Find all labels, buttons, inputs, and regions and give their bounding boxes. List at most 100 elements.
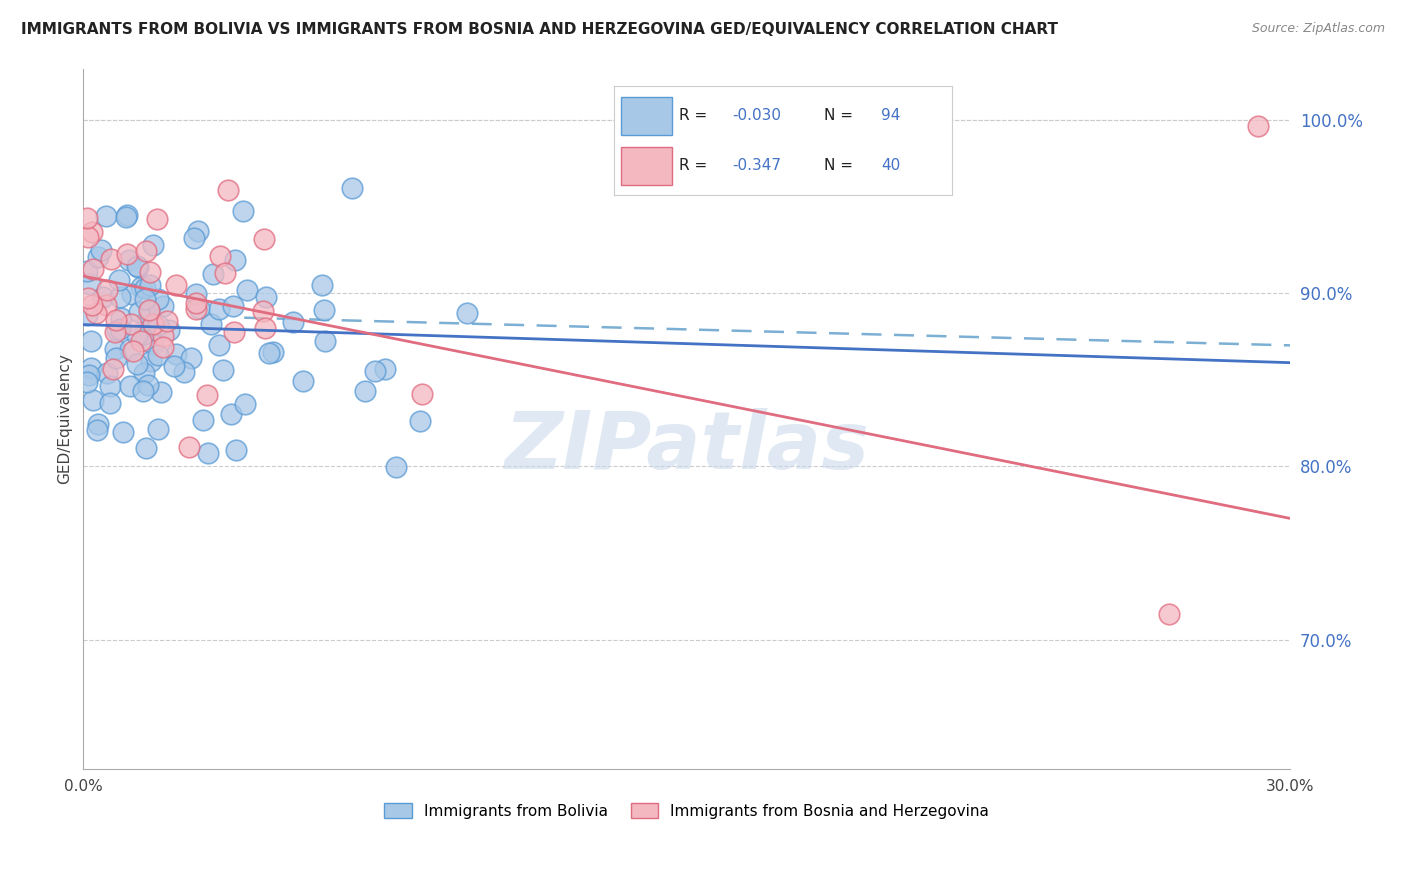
Point [145, 212, 167, 227]
Point [96, 283, 118, 297]
Point [252, 303, 274, 318]
Point [108, 273, 131, 287]
Point [197, 446, 219, 460]
Point [98, 396, 121, 410]
Point [80, 360, 103, 375]
Point [208, 338, 231, 352]
Point [385, 459, 408, 474]
Point [103, 362, 125, 376]
Point [314, 334, 336, 348]
Point [165, 347, 187, 361]
Point [253, 321, 276, 335]
Point [224, 326, 246, 340]
Point [127, 259, 149, 273]
Point [129, 334, 152, 348]
Point [80, 298, 103, 312]
Point [187, 301, 209, 315]
Point [96, 367, 118, 381]
Point [105, 312, 128, 326]
Point [208, 301, 231, 316]
Point [262, 345, 284, 359]
Point [222, 299, 245, 313]
Point [132, 384, 155, 399]
Point [120, 342, 142, 356]
Point [162, 359, 184, 374]
Point [253, 232, 276, 246]
Point [86, 423, 108, 437]
Point [82, 262, 104, 277]
Legend: Immigrants from Bolivia, Immigrants from Bosnia and Herzegovina: Immigrants from Bolivia, Immigrants from… [378, 797, 995, 825]
Point [235, 397, 257, 411]
Point [141, 353, 163, 368]
Point [118, 253, 141, 268]
Point [77, 229, 100, 244]
Point [132, 366, 155, 380]
Point [152, 340, 174, 354]
Point [314, 303, 336, 318]
Point [138, 265, 160, 279]
Point [186, 301, 208, 316]
Point [281, 315, 304, 329]
Point [146, 422, 169, 436]
Point [173, 365, 195, 379]
Point [138, 303, 160, 318]
Point [200, 317, 222, 331]
Point [208, 249, 231, 263]
Point [224, 253, 246, 268]
Point [146, 348, 169, 362]
Point [186, 286, 208, 301]
Point [201, 267, 224, 281]
Point [115, 208, 138, 222]
Point [135, 442, 157, 456]
Point [219, 407, 242, 421]
Point [342, 181, 364, 195]
Point [135, 244, 157, 258]
Text: ZIPatlas: ZIPatlas [505, 408, 869, 486]
Point [156, 314, 179, 328]
Point [77, 368, 100, 383]
Y-axis label: GED/Equivalency: GED/Equivalency [58, 353, 72, 484]
Point [86, 417, 108, 431]
Point [136, 377, 159, 392]
Point [142, 317, 165, 331]
Point [152, 329, 174, 343]
Point [311, 277, 333, 292]
Point [183, 231, 205, 245]
Point [79, 277, 101, 292]
Point [291, 374, 314, 388]
Point [142, 336, 165, 351]
Point [76, 376, 98, 390]
Point [142, 238, 165, 252]
Point [114, 210, 136, 224]
Point [165, 277, 187, 292]
Point [90, 243, 112, 257]
Point [76, 308, 98, 322]
Point [125, 328, 148, 343]
Point [218, 184, 240, 198]
Point [157, 323, 180, 337]
Point [121, 286, 143, 301]
Point [411, 387, 433, 401]
Point [191, 413, 214, 427]
Point [374, 362, 396, 376]
Point [82, 225, 104, 239]
Point [364, 364, 387, 378]
Point [180, 351, 202, 365]
Point [117, 246, 139, 260]
Point [135, 313, 157, 327]
Point [131, 280, 153, 294]
Point [80, 334, 103, 349]
Point [257, 345, 280, 359]
Point [1247, 119, 1270, 133]
Point [94, 298, 117, 312]
Point [134, 292, 156, 306]
Point [184, 296, 207, 310]
Point [96, 209, 118, 223]
Point [146, 318, 169, 332]
Point [127, 260, 149, 274]
Point [82, 392, 104, 407]
Point [110, 290, 132, 304]
Point [76, 291, 98, 305]
Point [107, 323, 129, 337]
Point [118, 378, 141, 392]
